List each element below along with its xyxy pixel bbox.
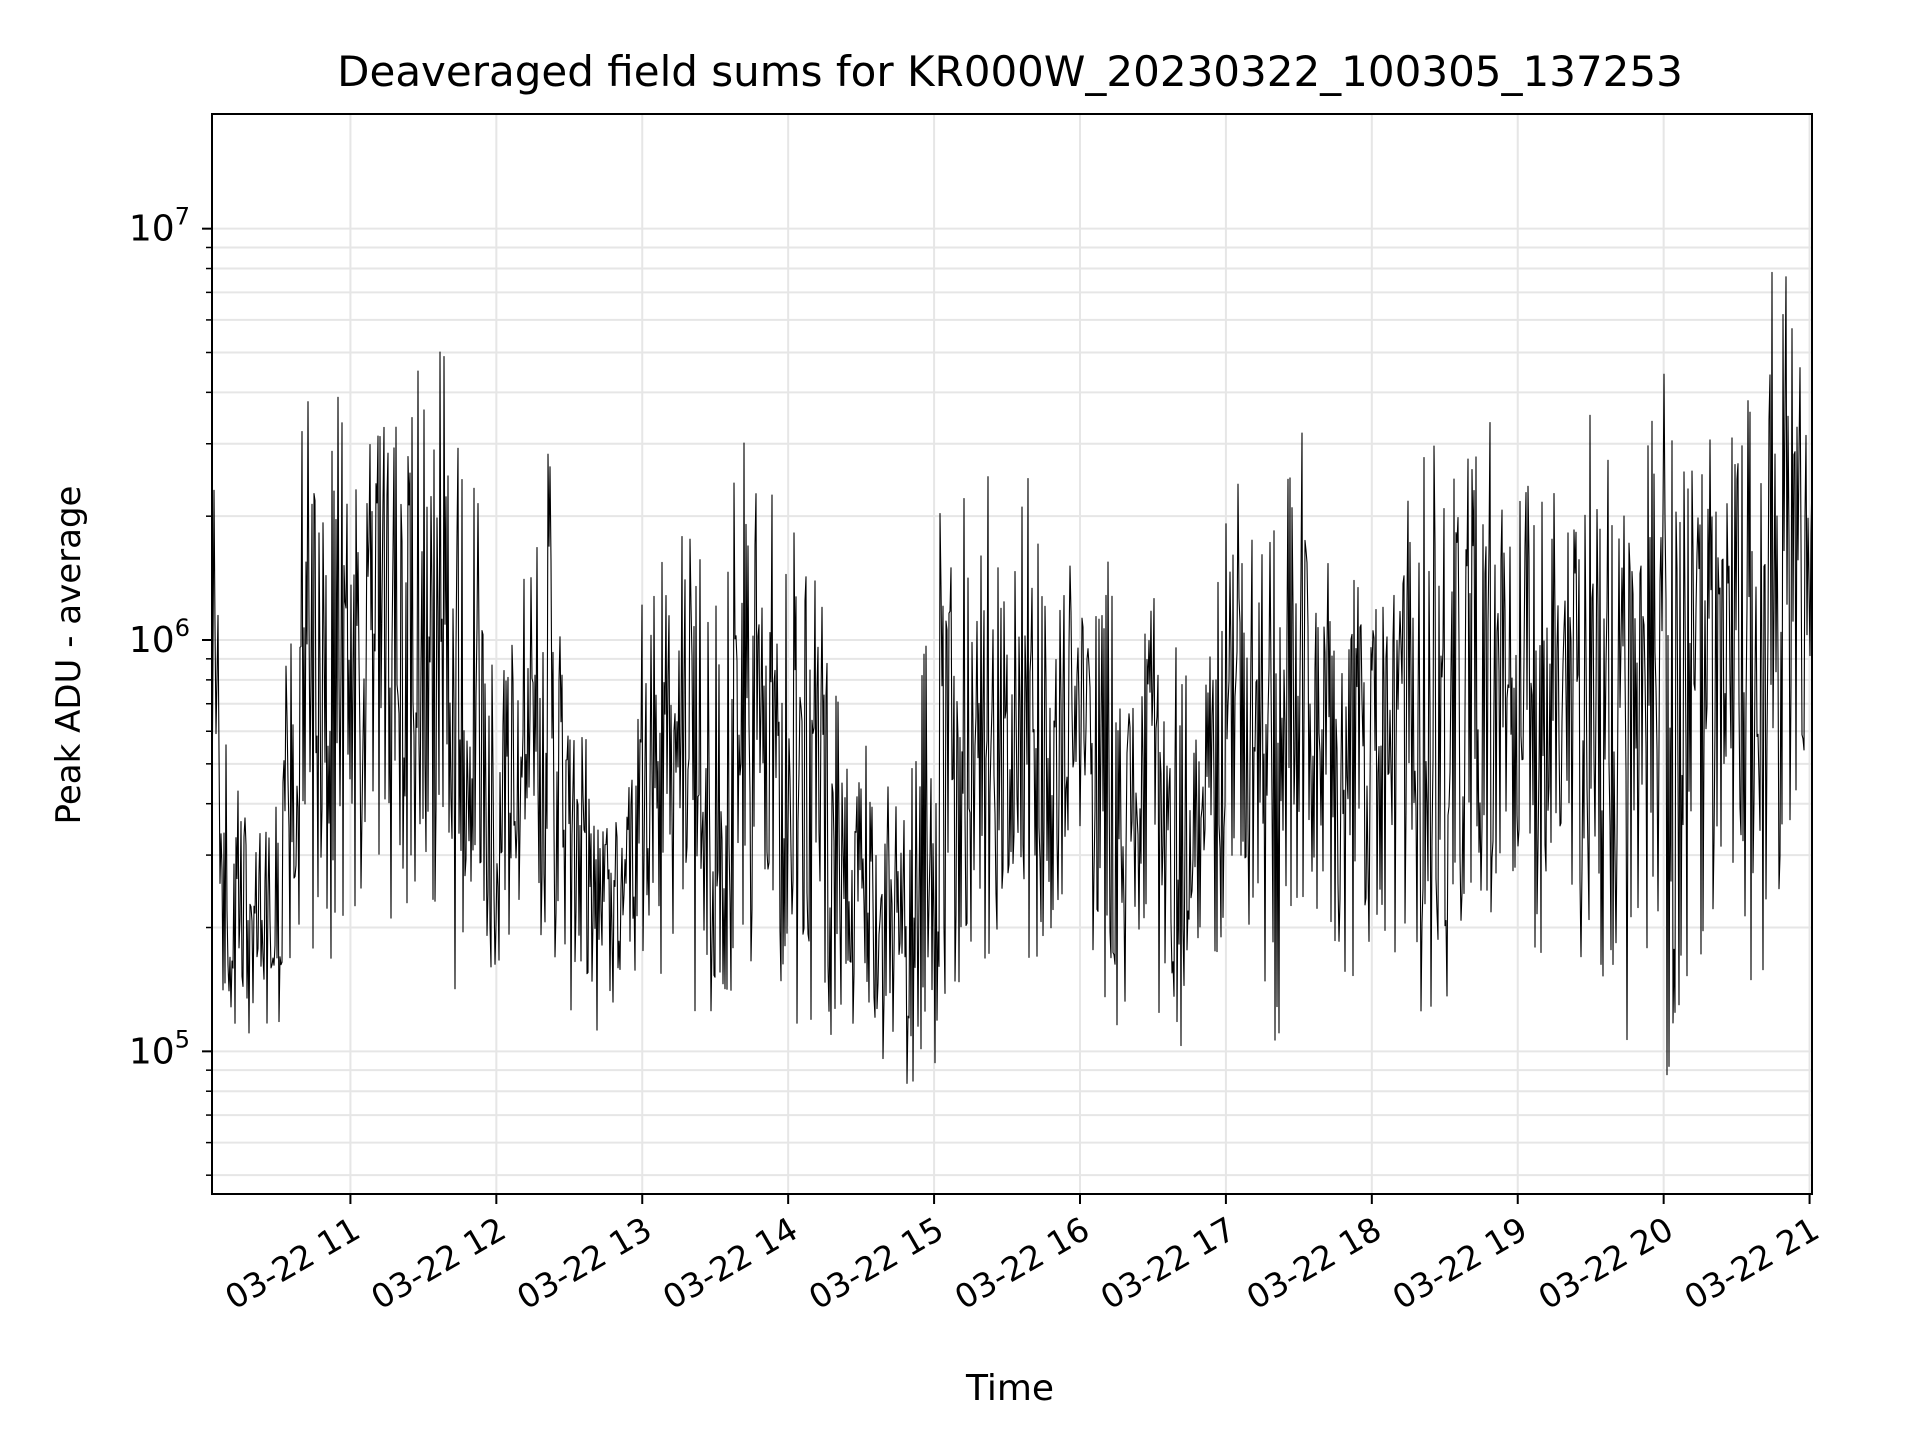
y-tick-exponent: 7 (175, 203, 190, 231)
data-layer (211, 271, 1813, 1084)
y-tick-base: 10 (129, 620, 175, 661)
y-tick-exponent: 6 (175, 614, 190, 642)
y-axis-label: Peak ADU - average (49, 486, 89, 825)
y-tick-label: 106 (129, 614, 190, 661)
plot-frame (211, 113, 1813, 1195)
x-axis-label: Time (965, 1368, 1054, 1409)
chart-title: Deaveraged field sums for KR000W_2023032… (337, 47, 1683, 96)
series-line (211, 271, 1813, 1084)
y-tick-exponent: 5 (175, 1025, 190, 1053)
y-tick-base: 10 (129, 1031, 175, 1072)
y-tick-label: 107 (129, 203, 190, 250)
y-tick-base: 10 (129, 209, 175, 250)
y-tick-label: 105 (129, 1025, 190, 1072)
